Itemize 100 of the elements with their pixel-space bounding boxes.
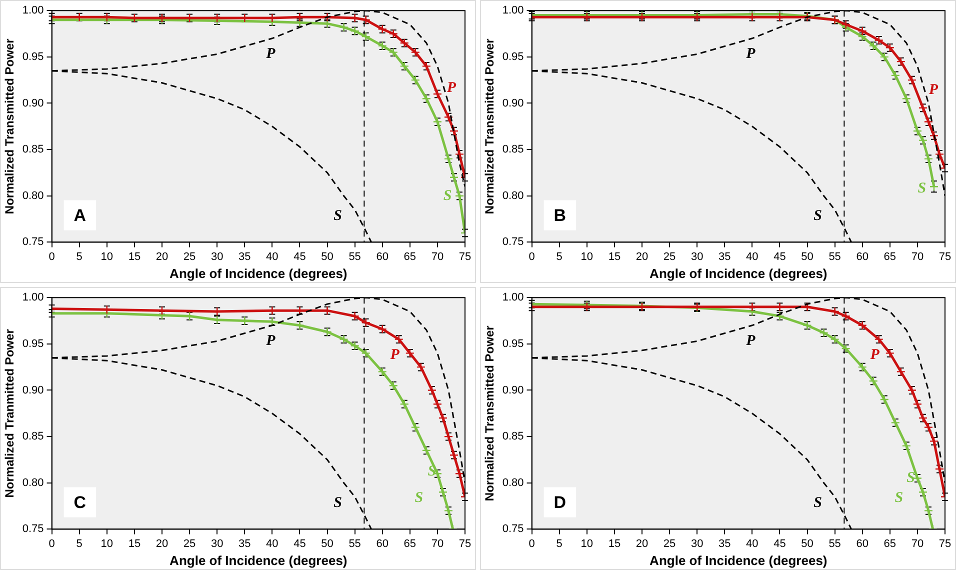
series-label: S [894, 490, 904, 506]
y-tick-label: 0.90 [502, 384, 524, 396]
series-label: S [443, 188, 452, 204]
x-axis-title: Angle of Incidence (degrees) [170, 266, 348, 281]
x-tick-label: 45 [294, 250, 306, 263]
x-tick-label: 5 [556, 538, 562, 550]
x-tick-label: 70 [911, 538, 924, 550]
x-tick-label: 35 [718, 250, 731, 263]
x-tick-label: 45 [774, 250, 786, 263]
annotation: B [554, 206, 566, 225]
x-tick-label: 15 [608, 538, 621, 550]
x-tick-label: 0 [528, 538, 535, 550]
x-tick-label: 75 [938, 538, 952, 550]
x-tick-label: 65 [404, 250, 416, 263]
y-tick-label: 0.80 [502, 476, 524, 489]
x-axis-title: Angle of Incidence (degrees) [650, 266, 828, 281]
x-tick-label: 45 [774, 538, 786, 550]
y-tick-label: 0.90 [22, 384, 44, 396]
series-label: P [390, 347, 400, 364]
x-tick-label: 35 [238, 250, 251, 263]
y-tick-label: 0.95 [22, 338, 44, 350]
x-tick-label: 40 [746, 538, 758, 550]
y-tick-label: 1.00 [22, 292, 44, 304]
y-tick-label: 0.80 [22, 476, 44, 489]
x-tick-label: 20 [636, 250, 648, 263]
series-label: S [814, 494, 822, 511]
x-axis-title: Angle of Incidence (degrees) [170, 552, 348, 568]
y-tick-label: 0.95 [502, 50, 524, 63]
annotation: C [74, 492, 86, 512]
y-tick-label: 0.75 [502, 523, 524, 536]
x-tick-label: 30 [690, 538, 704, 550]
x-tick-label: 40 [266, 538, 278, 550]
x-axis-title: Angle of Incidence (degrees) [650, 552, 828, 568]
annotation: S [906, 470, 916, 486]
x-tick-label: 20 [156, 538, 168, 550]
y-tick-label: 0.90 [502, 97, 524, 110]
x-tick-label: 75 [458, 250, 472, 263]
x-tick-label: 55 [828, 538, 841, 550]
y-tick-label: 0.75 [22, 236, 44, 248]
x-tick-label: 0 [48, 538, 55, 550]
y-tick-label: 1.00 [22, 4, 44, 17]
series-label: S [334, 494, 342, 511]
y-tick-label: 0.85 [22, 430, 44, 443]
annotation: A [74, 206, 86, 225]
series-label: P [266, 332, 276, 349]
y-tick-label: 0.95 [502, 338, 524, 350]
x-tick-label: 70 [431, 250, 444, 263]
series-label: S [334, 208, 342, 224]
x-tick-label: 55 [348, 250, 361, 263]
x-tick-label: 20 [636, 538, 648, 550]
y-tick-label: 0.80 [22, 190, 44, 202]
x-tick-label: 15 [128, 250, 141, 263]
x-tick-label: 60 [376, 250, 388, 263]
x-tick-label: 25 [183, 538, 196, 550]
x-tick-label: 65 [404, 538, 416, 550]
x-tick-label: 0 [528, 250, 535, 263]
x-tick-label: 60 [376, 538, 388, 550]
x-tick-label: 30 [210, 538, 224, 550]
x-tick-label: 45 [294, 538, 306, 550]
series-label: P [746, 46, 756, 62]
x-tick-label: 30 [210, 250, 224, 263]
x-tick-label: 15 [128, 538, 141, 550]
x-tick-label: 55 [828, 250, 841, 263]
x-tick-label: 10 [100, 250, 114, 263]
annotation: D [554, 492, 566, 512]
x-tick-label: 40 [746, 250, 758, 263]
series-label: S [814, 208, 822, 224]
series-label: P [870, 347, 880, 364]
x-tick-label: 10 [580, 250, 594, 263]
x-tick-label: 15 [608, 250, 621, 263]
series-label: S [414, 490, 424, 506]
x-tick-label: 50 [801, 250, 814, 263]
y-tick-label: 0.85 [502, 144, 524, 156]
x-tick-label: 10 [580, 538, 594, 550]
series-label: P [446, 80, 457, 96]
x-tick-label: 35 [718, 538, 731, 550]
x-tick-label: 65 [884, 250, 896, 263]
x-tick-label: 70 [911, 250, 924, 263]
x-tick-label: 75 [938, 250, 952, 263]
x-tick-label: 20 [156, 250, 168, 263]
x-tick-label: 5 [556, 250, 562, 263]
y-tick-label: 0.95 [22, 50, 44, 63]
y-axis-title: Normalized Tranmitted Power [2, 328, 17, 498]
x-tick-label: 60 [856, 250, 868, 263]
x-tick-label: 5 [76, 250, 82, 263]
x-tick-label: 5 [76, 538, 82, 550]
y-tick-label: 0.85 [502, 430, 524, 443]
x-tick-label: 50 [321, 250, 334, 263]
y-axis-title: Normalized Transmitted Power [482, 38, 497, 214]
y-tick-label: 0.90 [22, 97, 44, 110]
y-tick-label: 1.00 [502, 292, 524, 304]
x-tick-label: 55 [348, 538, 361, 550]
x-tick-label: 25 [663, 538, 676, 550]
x-tick-label: 40 [266, 250, 278, 263]
y-tick-label: 0.85 [22, 144, 44, 156]
x-tick-label: 30 [690, 250, 704, 263]
y-axis-title: Normalized Transmitted Power [2, 38, 17, 214]
x-tick-label: 25 [663, 250, 676, 263]
y-tick-label: 0.75 [502, 236, 524, 248]
y-tick-label: 0.80 [502, 190, 524, 202]
